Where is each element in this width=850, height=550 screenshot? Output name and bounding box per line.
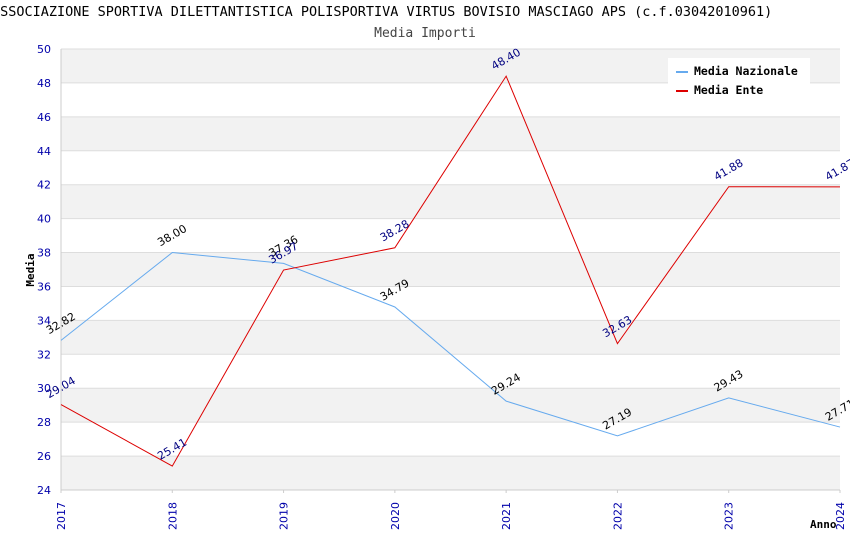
grid-band: [61, 320, 840, 355]
legend: Media Nazionale Media Ente: [668, 58, 810, 102]
data-label-ente: 41.87: [823, 156, 850, 183]
y-axis-label: Media: [24, 253, 37, 286]
legend-item-media-ente: Media Ente: [676, 83, 763, 97]
chart-title: ASSOCIAZIONE SPORTIVA DILETTANTISTICA PO…: [0, 4, 773, 20]
grid-band: [61, 184, 840, 219]
y-tick-label: 40: [37, 213, 51, 226]
legend-item-media-nazionale: Media Nazionale: [676, 64, 798, 78]
x-tick-label: 2024: [834, 502, 847, 530]
x-tick-label: 2018: [166, 502, 179, 530]
axes: [60, 49, 840, 491]
series-line-media-nazionale: [60, 252, 841, 437]
y-tick-label: 30: [37, 382, 51, 395]
x-tick-label: 2022: [611, 502, 624, 530]
x-tick-label: 2021: [500, 502, 513, 530]
y-tick-label: 46: [37, 111, 51, 124]
grid-band: [61, 252, 840, 287]
series-line-media-ente: [60, 75, 841, 467]
grid-band: [61, 456, 840, 490]
x-tick-label: 2020: [389, 502, 402, 530]
y-tick-label: 32: [37, 348, 51, 361]
grid-bands: [61, 49, 840, 490]
data-label-nazionale: 38.00: [155, 222, 189, 249]
x-tick-label: 2017: [55, 502, 68, 530]
data-label-ente: 38.28: [378, 217, 412, 244]
y-tick-label: 48: [37, 77, 51, 90]
y-tick-label: 24: [37, 484, 51, 497]
x-tick-label: 2019: [278, 502, 291, 530]
y-tick-label: 38: [37, 247, 51, 260]
y-tick-label: 26: [37, 450, 51, 463]
legend-swatch-media-ente: [676, 89, 688, 92]
legend-label: Media Nazionale: [694, 64, 798, 78]
data-label-ente: 41.88: [712, 156, 746, 183]
legend-swatch-media-nazionale: [676, 70, 688, 73]
x-tick-label: 2023: [723, 502, 736, 530]
y-tick-label: 28: [37, 416, 51, 429]
grid-band: [61, 116, 840, 151]
grid-band: [61, 388, 840, 423]
y-ticks: 24 26 28 30 32 34 36 38 40 42 44 46 48 50: [37, 43, 51, 497]
y-tick-label: 42: [37, 179, 51, 192]
y-tick-label: 36: [37, 280, 51, 293]
y-tick-label: 44: [37, 145, 51, 158]
x-ticks: 2017 2018 2019 2020 2021 2022 2023 2024: [55, 490, 847, 530]
y-tick-label: 34: [37, 314, 51, 327]
chart-subtitle: Media Importi: [374, 26, 476, 41]
legend-label: Media Ente: [694, 83, 764, 97]
y-tick-label: 50: [37, 43, 51, 56]
x-axis-label: Anno: [810, 518, 837, 531]
series-lines: [60, 75, 841, 467]
